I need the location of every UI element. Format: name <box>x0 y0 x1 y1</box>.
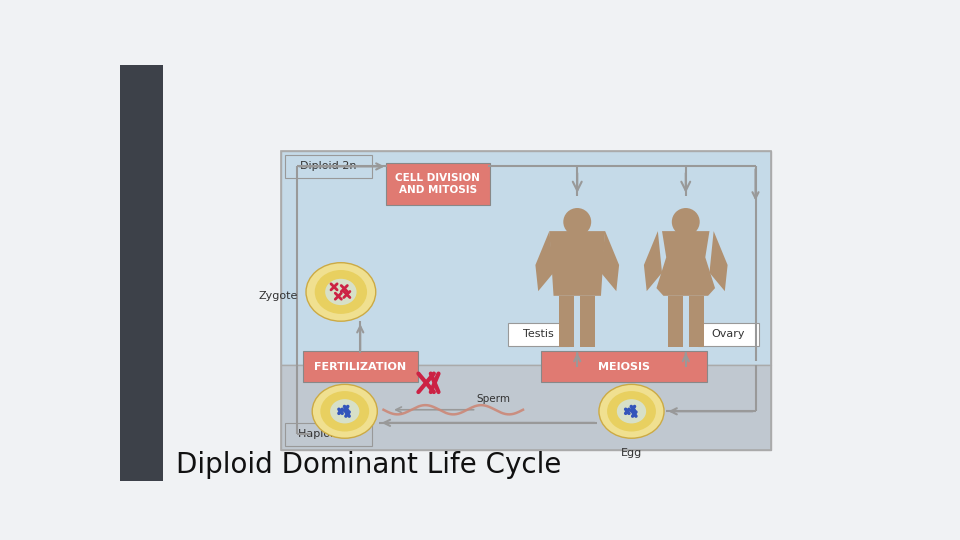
Polygon shape <box>709 231 728 291</box>
Bar <box>570 222 585 231</box>
Polygon shape <box>559 296 574 347</box>
Text: Sperm: Sperm <box>476 394 511 403</box>
Bar <box>120 65 163 481</box>
FancyBboxPatch shape <box>302 351 418 382</box>
Text: CELL DIVISION
AND MITOSIS: CELL DIVISION AND MITOSIS <box>396 173 480 195</box>
Bar <box>281 365 771 450</box>
Text: FERTILIZATION: FERTILIZATION <box>314 362 406 372</box>
FancyBboxPatch shape <box>285 423 372 446</box>
Polygon shape <box>536 231 554 291</box>
Ellipse shape <box>599 384 664 438</box>
Text: Ovary: Ovary <box>711 329 745 339</box>
Text: Egg: Egg <box>621 448 642 458</box>
Text: Diploid 2n: Diploid 2n <box>300 161 357 171</box>
FancyBboxPatch shape <box>698 323 758 346</box>
Polygon shape <box>601 231 619 291</box>
Circle shape <box>672 208 700 236</box>
Ellipse shape <box>325 279 356 305</box>
Ellipse shape <box>312 384 377 438</box>
Bar <box>281 151 771 365</box>
Ellipse shape <box>330 399 359 423</box>
Ellipse shape <box>306 262 375 321</box>
FancyBboxPatch shape <box>540 351 707 382</box>
Text: Testis: Testis <box>523 329 554 339</box>
FancyBboxPatch shape <box>508 323 568 346</box>
Text: Diploid Dominant Life Cycle: Diploid Dominant Life Cycle <box>176 451 562 480</box>
Polygon shape <box>667 296 683 347</box>
Bar <box>281 151 771 450</box>
Polygon shape <box>657 231 715 296</box>
Polygon shape <box>549 231 605 296</box>
Ellipse shape <box>617 399 646 423</box>
Text: MEIOSIS: MEIOSIS <box>598 362 650 372</box>
FancyBboxPatch shape <box>285 155 372 178</box>
FancyBboxPatch shape <box>386 164 490 205</box>
Ellipse shape <box>315 270 367 314</box>
Polygon shape <box>580 296 595 347</box>
Ellipse shape <box>321 391 370 431</box>
Circle shape <box>564 208 591 236</box>
Polygon shape <box>688 296 704 347</box>
Ellipse shape <box>607 391 656 431</box>
Bar <box>679 222 693 231</box>
Polygon shape <box>644 231 662 291</box>
Text: Haploid 1n: Haploid 1n <box>299 429 358 440</box>
Text: Zygote: Zygote <box>259 291 299 301</box>
